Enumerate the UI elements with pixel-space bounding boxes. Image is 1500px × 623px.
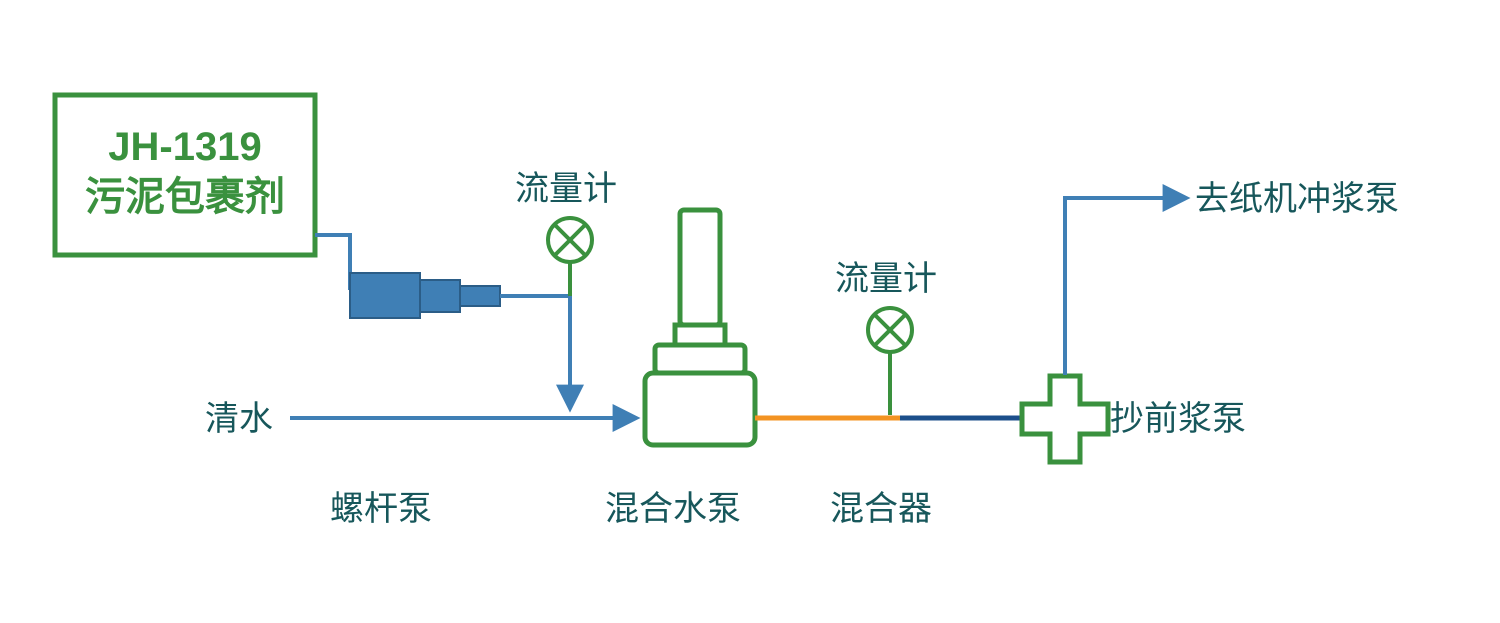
flowmeter-2-label: 流量计 [835, 260, 937, 298]
process-flow-diagram: JH-1319 污泥包裹剂 流量计 清水 流量计 [0, 0, 1500, 623]
flowmeter-2-icon [868, 308, 912, 415]
water-label: 清水 [205, 400, 273, 438]
line-box-to-pump [315, 235, 350, 290]
screw-pump-label: 螺杆泵 [330, 490, 432, 528]
line-cross-up-out [1065, 198, 1185, 375]
line-pump-out [500, 296, 570, 407]
to-machine-label: 去纸机冲浆泵 [1195, 180, 1399, 218]
mixer-label: 混合器 [830, 490, 932, 528]
chemical-box-line2: 污泥包裹剂 [85, 175, 285, 219]
mix-pump-icon [645, 210, 755, 445]
chemical-box-line1: JH-1319 [108, 125, 261, 169]
mix-pump-label: 混合水泵 [605, 490, 741, 528]
screw-pump-icon [350, 273, 500, 318]
flowmeter-1-label: 流量计 [515, 170, 617, 208]
flowmeter-1-icon [548, 218, 592, 296]
pre-pump-label: 抄前浆泵 [1110, 400, 1246, 438]
pre-pump-cross-icon [1022, 376, 1108, 462]
